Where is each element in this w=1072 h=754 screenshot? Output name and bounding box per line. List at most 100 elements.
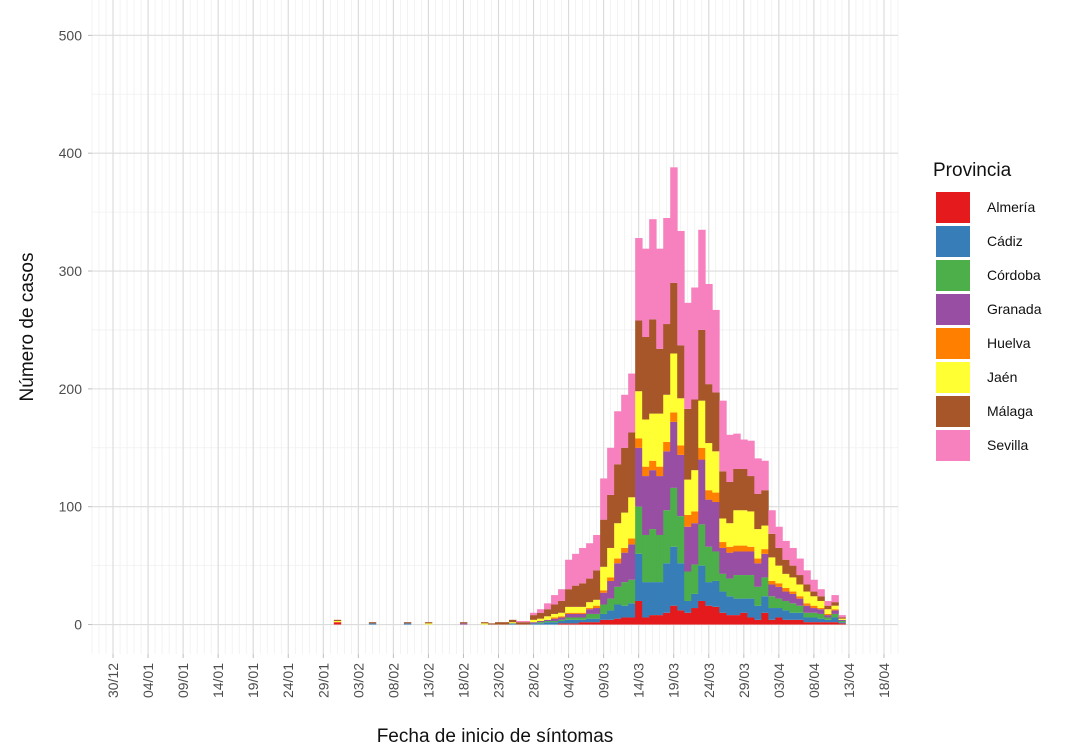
x-tick-label: 03/04 [771,663,787,698]
bar-segment [656,248,664,349]
bar-segment [691,523,699,565]
bar-segment [684,526,692,572]
bar-segment [740,612,748,625]
bar-segment [565,589,573,607]
bar-segment [579,622,587,625]
bar-segment [607,577,615,581]
bar-segment [642,617,650,625]
y-tick-label: 0 [74,617,82,633]
bar-segment [600,613,608,620]
bar-segment [824,615,832,618]
bar-segment [726,481,734,524]
bar-segment [838,618,846,620]
bar-segment [838,622,846,624]
bar-segment [726,523,734,547]
bar-segment [817,596,825,601]
bar-segment [719,573,727,592]
bar-segment [586,609,594,614]
bar-segment [621,447,629,513]
bar-segment [607,580,615,599]
bar-segment [775,547,783,566]
bar-segment [775,608,783,618]
bar-segment [614,558,622,564]
bar-segment [572,553,580,586]
bar-segment [480,623,489,625]
bar-segment [670,412,678,422]
bar-segment [614,586,622,605]
bar-segment [796,598,804,606]
bar-segment [740,575,748,599]
bar-segment [726,615,734,625]
bar-segment [635,438,643,448]
bar-segment [586,543,594,579]
bar-segment [642,534,650,583]
bar-segment [621,617,629,625]
bar-segment [649,413,657,461]
bar-segment [712,501,720,552]
bar-segment [817,609,825,614]
bar-segment [333,622,342,625]
bar-segment [558,616,566,618]
bar-segment [600,478,608,520]
bar-segment [698,229,706,330]
legend-label: Granada [987,301,1042,317]
bar-segment [733,468,741,511]
bar-segment [796,605,804,613]
bar-segment [831,605,839,610]
bar-segment [572,585,580,607]
bar-segment [691,511,699,524]
bar-segment [719,547,727,574]
bar-segment [495,622,503,625]
bar-segment [670,353,678,413]
bar-segment [621,552,629,583]
bar-segment [544,609,552,617]
bar-segment [670,487,678,547]
x-tick-label: 04/03 [561,663,577,698]
bar-segment [579,619,587,623]
bar-segment [635,320,643,392]
bar-segment [565,617,573,620]
bar-segment [712,606,720,625]
bar-segment [663,451,671,511]
bar-segment [572,619,580,624]
legend-items: Almería Cádiz Córdoba Granada Huelva Jaén Mála… [936,192,1042,461]
bar-segment [565,559,573,590]
x-tick-label: 29/01 [315,663,331,698]
bar-segment [635,447,643,507]
bar-segment [705,490,713,500]
bar-segment [530,612,538,616]
bar-segment [719,471,727,519]
bar-segment [628,373,636,433]
bar-segment [782,610,790,620]
bar-segment [684,408,692,480]
bar-segment [537,612,545,619]
bar-segment [712,392,720,452]
bar-segment [677,398,685,446]
bar-segment [635,238,643,321]
bar-segment [761,596,769,613]
bar-segment [684,612,692,625]
bar-segment [558,589,566,601]
bar-segment [691,470,699,512]
bar-segment [516,621,524,623]
bar-segment [726,546,734,553]
bar-segment [614,563,622,587]
bar-segment [368,623,377,625]
bar-segment [740,551,748,576]
bar-segment [761,490,769,526]
bar-segment [705,443,713,491]
bar-segment [403,623,412,625]
bar-segment [803,591,811,604]
bar-segment [586,622,594,625]
bar-segment [712,580,720,607]
bar-segment [775,586,783,599]
bar-segment [628,579,636,604]
bar-segment [656,413,664,467]
bar-segment [600,592,608,605]
bar-stacks [333,167,846,625]
bar-segment [810,608,818,613]
bar-segment [459,623,468,625]
bar-segment [663,510,671,564]
legend-key [936,362,970,393]
bar-segment [333,621,342,623]
